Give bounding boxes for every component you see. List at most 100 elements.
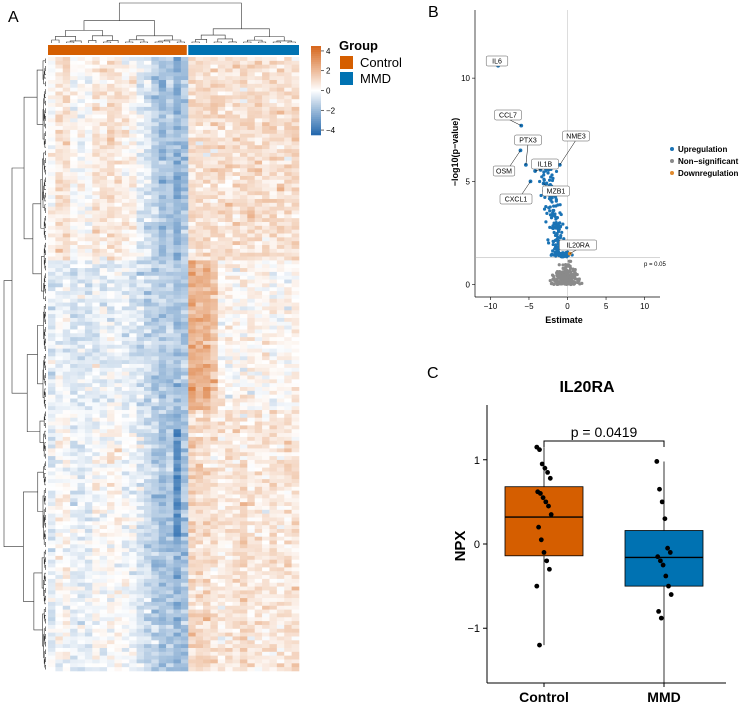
heatmap-cell (166, 287, 174, 292)
heatmap-cell (84, 440, 93, 445)
heatmap-cell (239, 398, 248, 403)
heatmap-cell (84, 387, 93, 392)
heatmap-cell (247, 375, 255, 380)
heatmap-cell (195, 321, 204, 326)
heatmap-cell (188, 410, 196, 415)
heatmap-cell (188, 283, 196, 288)
heatmap-cell (291, 356, 300, 361)
heatmap-cell (107, 68, 115, 73)
heatmap-cell (77, 129, 86, 135)
heatmap-cell (291, 575, 300, 580)
heatmap-cell (129, 149, 137, 154)
heatmap-cell (55, 479, 64, 484)
heatmap-cell (107, 57, 115, 62)
heatmap-cell (232, 321, 241, 326)
heatmap-cell (225, 436, 233, 442)
heatmap-cell (291, 436, 300, 442)
heatmap-cell (129, 498, 137, 503)
heatmap-cell (254, 206, 263, 211)
heatmap-cell (276, 371, 285, 376)
heatmap-cell (262, 413, 270, 419)
heatmap-cell (173, 206, 182, 211)
heatmap-cell (121, 294, 130, 300)
heatmap-cell (107, 471, 115, 476)
heatmap-cell (136, 544, 145, 549)
heatmap-cell (48, 68, 56, 73)
heatmap-cell (247, 555, 255, 561)
heatmap-cell (262, 156, 270, 161)
heatmap-cell (77, 141, 86, 146)
heatmap-cell (210, 122, 219, 127)
heatmap-cell (188, 252, 196, 257)
heatmap-cell (158, 394, 167, 399)
heatmap-cell (195, 425, 204, 430)
heatmap-cell (232, 463, 241, 468)
heatmap-cell (203, 371, 211, 376)
heatmap-cell (77, 367, 86, 372)
heatmap-cell (225, 275, 233, 280)
heatmap-cell (92, 444, 100, 449)
heatmap-cell (136, 467, 145, 472)
heatmap-cell (180, 317, 189, 323)
heatmap-cell (180, 310, 189, 315)
heatmap-cell (151, 379, 160, 384)
heatmap-cell (151, 245, 160, 250)
heatmap-cell (70, 256, 78, 261)
heatmap-cell (173, 459, 182, 465)
heatmap-cell (84, 298, 93, 303)
heatmap-cell (121, 122, 130, 127)
heatmap-cell (84, 95, 93, 100)
heatmap-cell (284, 302, 292, 307)
heatmap-cell (276, 540, 285, 545)
heatmap-cell (77, 536, 86, 541)
heatmap-cell (210, 582, 219, 587)
heatmap-cell (291, 87, 300, 92)
heatmap-cell (143, 467, 152, 472)
heatmap-cell (77, 80, 86, 85)
heatmap-cell (48, 191, 56, 196)
heatmap-cell (70, 364, 78, 369)
heatmap-cell (188, 340, 196, 346)
heatmap-cell (143, 494, 152, 499)
heatmap-cell (151, 375, 160, 380)
heatmap-cell (70, 544, 78, 549)
heatmap-cell (158, 160, 167, 165)
heatmap-cell (188, 559, 196, 564)
heatmap-cell (276, 406, 285, 411)
heatmap-cell (151, 421, 160, 426)
heatmap-cell (254, 559, 263, 564)
column-dendrogram-branch (66, 41, 75, 43)
heatmap-cell (180, 548, 189, 553)
heatmap-cell (62, 371, 71, 376)
heatmap-cell (151, 536, 160, 541)
heatmap-cell (151, 509, 160, 514)
heatmap-cell (217, 172, 226, 177)
heatmap-cell (77, 225, 86, 230)
heatmap-cell (129, 598, 137, 603)
heatmap-cell (55, 145, 64, 150)
heatmap-cell (143, 271, 152, 277)
heatmap-cell (158, 448, 167, 453)
heatmap-cell (114, 122, 123, 127)
heatmap-cell (180, 536, 189, 541)
heatmap-cell (239, 456, 248, 461)
heatmap-cell (166, 532, 174, 537)
heatmap-cell (239, 279, 248, 284)
heatmap-cell (210, 498, 219, 503)
heatmap-cell (239, 383, 248, 388)
heatmap-cell (173, 383, 182, 388)
heatmap-cell (77, 425, 86, 430)
heatmap-cell (217, 129, 226, 135)
heatmap-cell (70, 133, 78, 138)
heatmap-cell (195, 367, 204, 372)
heatmap-cell (232, 367, 241, 372)
heatmap-cell (254, 275, 263, 280)
heatmap-cell (232, 245, 241, 250)
heatmap-cell (276, 575, 285, 580)
heatmap-cell (70, 129, 78, 135)
heatmap-cell (55, 198, 64, 204)
heatmap-cell (180, 532, 189, 537)
heatmap-cell (269, 164, 278, 169)
heatmap-cell (173, 394, 182, 399)
heatmap-cell (239, 149, 248, 154)
